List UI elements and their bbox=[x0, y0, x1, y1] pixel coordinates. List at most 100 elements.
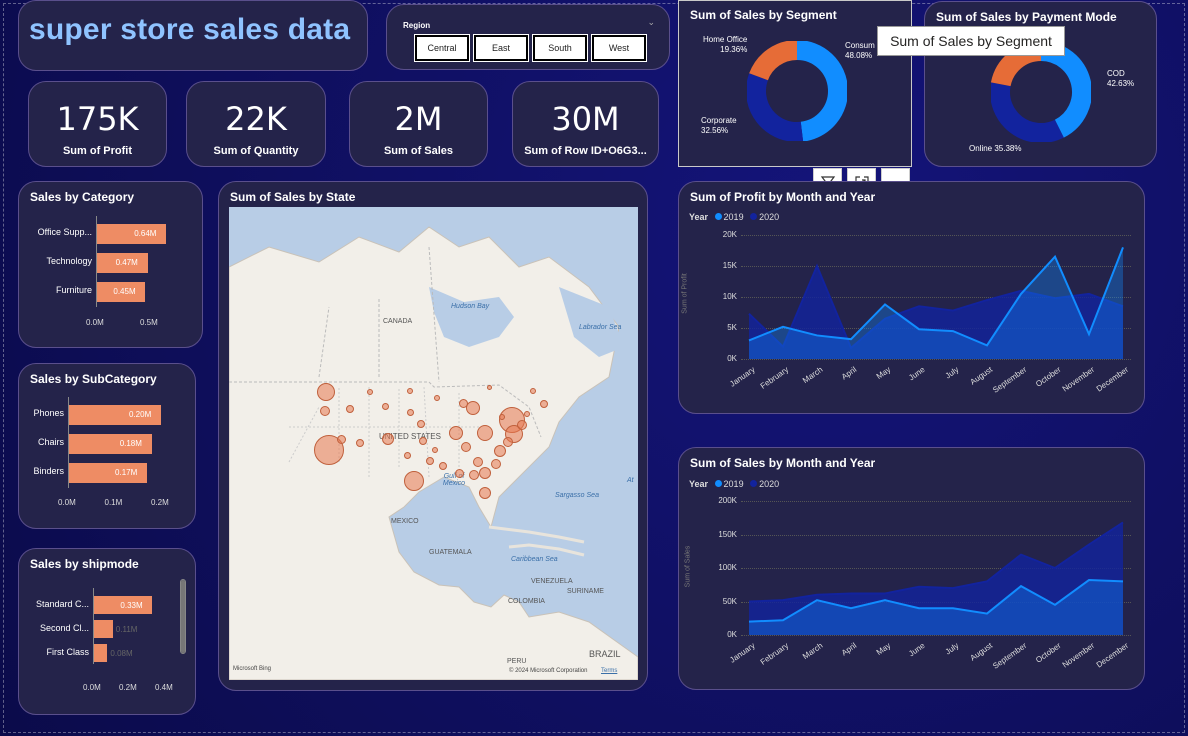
map-bubble[interactable] bbox=[417, 420, 425, 428]
donut-slice-corporate[interactable] bbox=[747, 73, 804, 141]
line-series-2019[interactable] bbox=[748, 247, 1124, 347]
sales-line-chart[interactable]: 200K 150K 100K 50K 0K January February March Apr… bbox=[679, 448, 1146, 691]
line-series-2019[interactable] bbox=[748, 579, 1124, 623]
map-bubble[interactable] bbox=[469, 470, 479, 480]
bar-0[interactable] bbox=[93, 596, 153, 614]
donut-slice-online[interactable] bbox=[991, 82, 1064, 142]
subcategory-bar-card[interactable]: Sales by SubCategory Phones 0.20M Chairs 0.… bbox=[18, 363, 196, 529]
map-bubble[interactable] bbox=[407, 388, 413, 394]
y-axis-tick: 0K bbox=[727, 630, 737, 639]
map-bubble[interactable] bbox=[382, 403, 389, 410]
map-bubble[interactable] bbox=[479, 467, 491, 479]
shipmode-bar-chart[interactable]: Standard C... 0.33M Second Cl... 0.11M First… bbox=[19, 549, 197, 716]
map-bubble-illinois[interactable] bbox=[449, 426, 463, 440]
shipmode-bar-card[interactable]: Sales by shipmode Standard C... 0.33M Seco… bbox=[18, 548, 196, 715]
donut-slice-consum[interactable] bbox=[796, 41, 847, 141]
bar-2[interactable] bbox=[93, 644, 108, 662]
region-option-south[interactable]: South bbox=[532, 34, 588, 62]
kpi-card-rowid[interactable]: 30M Sum of Row ID+O6G3... bbox=[512, 81, 659, 167]
map-bubble-texas[interactable] bbox=[404, 471, 424, 491]
segment-label-consumer: Consum 48.08% bbox=[845, 41, 875, 60]
map-label-guatemala: GUATEMALA bbox=[429, 549, 472, 556]
area-series-2019[interactable] bbox=[749, 580, 1123, 635]
region-slicer: Region ⌄ Central East South West bbox=[386, 4, 670, 70]
bar-1[interactable] bbox=[68, 434, 152, 454]
region-option-central[interactable]: Central bbox=[414, 34, 470, 62]
map-bubble[interactable] bbox=[407, 409, 414, 416]
kpi-value: 22K bbox=[225, 100, 287, 138]
bar-axis-tick: 0.2M bbox=[151, 498, 169, 507]
category-bar-chart[interactable]: Office Supp... 0.64M Technology 0.47M Furnit… bbox=[19, 182, 204, 349]
map-bubble[interactable] bbox=[524, 411, 530, 417]
map-bubble[interactable] bbox=[455, 469, 464, 478]
bar-1[interactable] bbox=[93, 620, 113, 638]
map-bubble[interactable] bbox=[356, 439, 364, 447]
kpi-card-profit[interactable]: 175K Sum of Profit bbox=[28, 81, 167, 167]
profit-chart-title: Sum of Profit by Month and Year bbox=[690, 190, 876, 204]
line-series-2020[interactable] bbox=[748, 521, 1124, 603]
map-bubble[interactable] bbox=[426, 457, 434, 465]
line-series-2020[interactable] bbox=[748, 263, 1124, 350]
map-bubble[interactable] bbox=[346, 405, 354, 413]
legend-label-2020[interactable]: 2020 bbox=[759, 212, 780, 222]
region-option-west[interactable]: West bbox=[591, 34, 647, 62]
category-bar-card[interactable]: Sales by Category Office Supp... 0.64M Tec… bbox=[18, 181, 203, 348]
bar-0[interactable] bbox=[68, 405, 161, 425]
sales-line-card[interactable]: Sum of Sales by Month and Year Year 2019… bbox=[678, 447, 1145, 690]
map-bubble[interactable] bbox=[494, 445, 506, 457]
map-bubble[interactable] bbox=[499, 414, 505, 420]
bar-2[interactable] bbox=[96, 282, 146, 302]
line-chart-plot[interactable] bbox=[679, 448, 1146, 691]
line-chart-plot[interactable] bbox=[679, 182, 1146, 415]
region-option-east[interactable]: East bbox=[473, 34, 529, 62]
chevron-down-icon[interactable]: ⌄ bbox=[647, 17, 655, 27]
legend-label-2020[interactable]: 2020 bbox=[759, 479, 780, 489]
profit-line-card[interactable]: Sum of Profit by Month and Year Year 201… bbox=[678, 181, 1145, 414]
legend-label-2019[interactable]: 2019 bbox=[723, 479, 744, 489]
map-bubble[interactable] bbox=[439, 462, 447, 470]
map-bubble-florida[interactable] bbox=[479, 487, 491, 499]
map-bubble[interactable] bbox=[419, 437, 427, 445]
kpi-card-quantity[interactable]: 22K Sum of Quantity bbox=[186, 81, 326, 167]
bar-0[interactable] bbox=[96, 224, 167, 244]
scrollbar-track[interactable] bbox=[180, 579, 186, 654]
grid-line bbox=[741, 568, 1131, 569]
subcategory-bar-chart[interactable]: Phones 0.20M Chairs 0.18M Binders 0.17M 0.0M 0.… bbox=[19, 364, 197, 530]
segment-donut-chart[interactable] bbox=[747, 41, 847, 141]
sales-by-state-map[interactable]: CANADA UNITED STATES MEXICO GUATEMALA VE… bbox=[229, 207, 638, 680]
bar-data-label: 0.11M bbox=[115, 625, 138, 634]
legend-title: Year bbox=[689, 212, 709, 222]
map-bubble[interactable] bbox=[503, 437, 513, 447]
map-bubble[interactable] bbox=[367, 389, 373, 395]
profit-line-chart[interactable]: 20K 15K 10K 5K 0K January February March April Ma… bbox=[679, 182, 1146, 415]
map-bubble[interactable] bbox=[337, 435, 346, 444]
kpi-card-sales[interactable]: 2M Sum of Sales bbox=[349, 81, 488, 167]
map-bubble[interactable] bbox=[540, 400, 548, 408]
map-bubble-ohio[interactable] bbox=[477, 425, 493, 441]
legend-label-2019[interactable]: 2019 bbox=[723, 212, 744, 222]
map-bubble[interactable] bbox=[517, 420, 527, 430]
segment-donut-card[interactable]: Sum of Sales by Segment Home Office 19.36… bbox=[678, 0, 912, 167]
map-bubble[interactable] bbox=[382, 433, 394, 445]
map-bubble[interactable] bbox=[320, 406, 330, 416]
map-bubble[interactable] bbox=[432, 447, 438, 453]
area-series-2019[interactable] bbox=[749, 247, 1123, 359]
map-bubble-michigan[interactable] bbox=[466, 401, 480, 415]
area-series-2020[interactable] bbox=[749, 266, 1123, 359]
map-bubble[interactable] bbox=[530, 388, 536, 394]
scrollbar-thumb[interactable] bbox=[181, 580, 185, 653]
map-bubble-washington[interactable] bbox=[317, 383, 335, 401]
map-terms-link[interactable]: Terms bbox=[601, 668, 618, 674]
map-bubble[interactable] bbox=[461, 442, 471, 452]
map-bubble[interactable] bbox=[404, 452, 411, 459]
map-bubble[interactable] bbox=[491, 459, 501, 469]
map-bubble[interactable] bbox=[434, 395, 440, 401]
payment-donut-chart[interactable] bbox=[991, 42, 1091, 142]
donut-slice-cod[interactable] bbox=[1040, 42, 1091, 138]
bar-2[interactable] bbox=[68, 463, 148, 483]
map-bubble[interactable] bbox=[473, 457, 483, 467]
map-bubble[interactable] bbox=[487, 385, 492, 390]
bar-1[interactable] bbox=[96, 253, 148, 273]
y-axis-tick: 10K bbox=[722, 292, 737, 301]
donut-slice-home-office[interactable] bbox=[749, 41, 798, 81]
